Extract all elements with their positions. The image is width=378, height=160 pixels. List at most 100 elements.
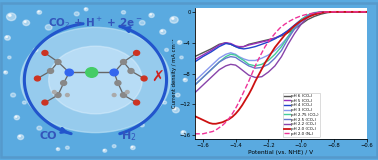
pH 4 (CO₂): [223, 43, 228, 44]
pH 4 (CO₂): [233, 46, 238, 48]
pH 2.0 (N₂): [322, 11, 326, 13]
pH 3 (CO₂): [233, 53, 238, 55]
pH 2.0 (CO₂): [211, 123, 215, 125]
Line: pH 2.5 (CO₂): pH 2.5 (CO₂): [195, 12, 367, 85]
pH 2.0 (CO₂): [201, 119, 205, 121]
Circle shape: [139, 21, 145, 25]
pH 3 (CO₂): [348, 11, 353, 13]
pH 4 (CO₂): [201, 56, 205, 58]
pH 2.5 (CO₂): [246, 65, 251, 67]
Text: CO: CO: [40, 131, 57, 141]
Circle shape: [133, 51, 139, 55]
Circle shape: [34, 76, 40, 81]
pH 5 (CO₂): [364, 11, 369, 13]
pH 2.0 (N₂): [204, 132, 208, 134]
pH 5 (CO₂): [209, 49, 213, 51]
pH 6 (CO₂): [209, 48, 213, 50]
pH 4 (CO₂): [356, 11, 361, 13]
pH 2.2 (CO₂): [260, 76, 264, 78]
Circle shape: [174, 108, 176, 110]
pH 2.5 (CO₂): [312, 12, 316, 14]
pH 3 (CO₂): [223, 53, 228, 55]
Circle shape: [14, 116, 20, 120]
pH 2.2 (CO₂): [237, 66, 241, 68]
Circle shape: [121, 93, 127, 97]
pH 3 (CO₂): [356, 11, 361, 13]
pH 2.0 (N₂): [364, 11, 369, 13]
pH 2.5 (CO₂): [340, 11, 344, 13]
pH 6 (CO₂): [332, 11, 336, 13]
pH 2.5 (CO₂): [332, 11, 336, 13]
pH 5 (CO₂): [305, 16, 310, 18]
Circle shape: [177, 41, 182, 44]
Circle shape: [15, 116, 17, 117]
Ellipse shape: [20, 27, 170, 133]
Circle shape: [121, 11, 125, 14]
Circle shape: [57, 148, 58, 149]
pH 5 (CO₂): [192, 59, 197, 61]
pH 2.0 (CO₂): [240, 104, 245, 106]
pH 2.2 (CO₂): [286, 43, 290, 45]
pH 6 (CO₂): [273, 37, 277, 39]
pH 2.0 (CO₂): [312, 14, 316, 16]
pH 2.75 (CO₂): [319, 11, 323, 13]
pH 2.0 (CO₂): [233, 113, 238, 115]
pH 2.0 (N₂): [268, 39, 272, 41]
Ellipse shape: [49, 46, 142, 114]
pH 2.0 (CO₂): [258, 71, 262, 73]
Circle shape: [163, 101, 167, 104]
Circle shape: [149, 13, 154, 17]
pH 6 (CO₂): [233, 46, 238, 48]
pH 4 (CO₂): [305, 15, 310, 17]
Circle shape: [8, 56, 11, 59]
pH 2.2 (CO₂): [242, 70, 246, 72]
pH 2.0 (CO₂): [246, 93, 251, 95]
pH 2.0 (N₂): [192, 133, 197, 135]
pH 3 (CO₂): [260, 57, 264, 59]
pH 4 (CO₂): [228, 43, 233, 45]
pH 2.2 (CO₂): [332, 11, 336, 13]
pH 2.75 (CO₂): [332, 11, 336, 13]
pH 2.0 (N₂): [211, 131, 215, 132]
pH 4 (CO₂): [209, 51, 213, 53]
Circle shape: [19, 136, 20, 137]
pH 4 (CO₂): [348, 11, 353, 13]
pH 5 (CO₂): [246, 44, 251, 46]
pH 3 (CO₂): [217, 57, 222, 59]
pH 4 (CO₂): [260, 43, 264, 45]
pH 2.0 (CO₂): [253, 80, 257, 82]
pH 2.0 (CO₂): [287, 29, 292, 31]
pH 4 (CO₂): [246, 47, 251, 49]
pH 6 (CO₂): [356, 11, 361, 13]
pH 5 (CO₂): [279, 34, 284, 36]
pH 2.75 (CO₂): [299, 19, 304, 20]
pH 2.75 (CO₂): [266, 60, 271, 61]
pH 3 (CO₂): [292, 28, 297, 30]
pH 2.0 (CO₂): [332, 11, 336, 13]
pH 2.5 (CO₂): [299, 20, 304, 22]
pH 2.2 (CO₂): [340, 11, 344, 13]
pH 2.2 (CO₂): [246, 74, 251, 76]
Circle shape: [133, 100, 139, 105]
X-axis label: Potential (vs. NHE) / V: Potential (vs. NHE) / V: [248, 150, 313, 156]
Circle shape: [112, 145, 116, 148]
pH 2.0 (CO₂): [348, 11, 353, 13]
pH 2.2 (CO₂): [209, 76, 213, 78]
pH 6 (CO₂): [192, 56, 197, 58]
pH 2.0 (N₂): [287, 20, 292, 22]
Circle shape: [33, 48, 38, 52]
Circle shape: [172, 18, 174, 19]
pH 3 (CO₂): [279, 43, 284, 45]
pH 2.2 (CO₂): [192, 92, 197, 94]
pH 5 (CO₂): [228, 43, 233, 44]
pH 5 (CO₂): [201, 54, 205, 56]
pH 2.0 (CO₂): [207, 122, 212, 124]
pH 2.75 (CO₂): [201, 76, 205, 78]
pH 4 (CO₂): [325, 11, 330, 13]
pH 5 (CO₂): [340, 11, 344, 13]
pH 2.2 (CO₂): [201, 84, 205, 86]
pH 2.5 (CO₂): [348, 11, 353, 13]
Circle shape: [6, 13, 16, 21]
Circle shape: [55, 93, 61, 97]
Line: pH 6 (CO₂): pH 6 (CO₂): [195, 12, 367, 57]
